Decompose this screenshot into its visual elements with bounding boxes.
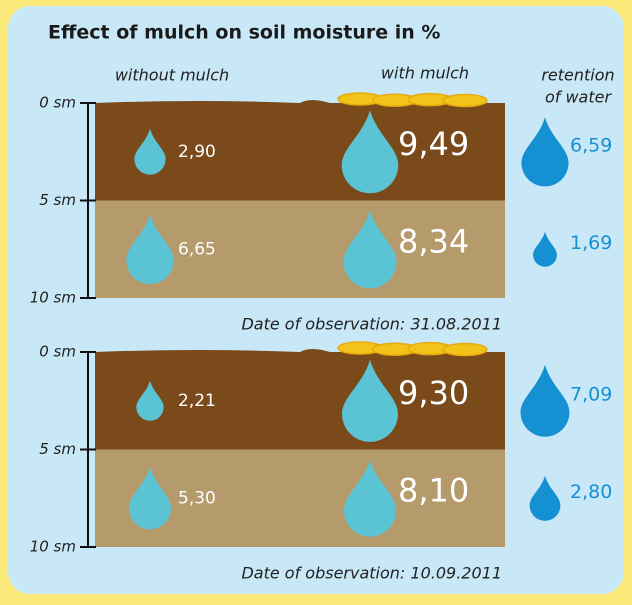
value-label: 5,30 <box>178 488 216 508</box>
column-header: retention <box>541 66 614 85</box>
observation-date: Date of observation: 31.08.2011 <box>241 315 502 334</box>
value-label: 6,65 <box>178 239 216 259</box>
value-label: 7,09 <box>570 383 612 405</box>
column-header: with mulch <box>381 64 469 83</box>
depth-tick-label: 5 sm <box>39 191 76 209</box>
value-label: 8,34 <box>398 222 469 260</box>
value-label: 2,80 <box>570 481 612 503</box>
value-label: 6,59 <box>570 134 612 156</box>
depth-tick-label: 0 sm <box>39 94 76 112</box>
depth-tick-label: 5 sm <box>39 440 76 458</box>
column-header: of water <box>545 88 613 107</box>
depth-tick-label: 0 sm <box>39 343 76 361</box>
value-label: 2,21 <box>178 391 216 411</box>
value-label: 8,10 <box>398 471 469 509</box>
observation-date: Date of observation: 10.09.2011 <box>241 564 502 583</box>
depth-tick-label: 10 sm <box>30 538 76 556</box>
value-label: 9,49 <box>398 125 469 163</box>
depth-tick-label: 10 sm <box>30 289 76 307</box>
value-label: 9,30 <box>398 374 469 412</box>
value-label: 1,69 <box>570 232 612 254</box>
page: {"title": "Effect of mulch on soil moist… <box>0 0 632 601</box>
mulch-straw <box>443 95 487 107</box>
value-label: 2,90 <box>178 142 216 162</box>
mulch-straw <box>443 344 487 356</box>
title: Effect of mulch on soil moisture in % <box>48 22 440 44</box>
column-header: without mulch <box>115 66 229 85</box>
infographic: Effect of mulch on soil moisture in % wit… <box>0 0 632 601</box>
